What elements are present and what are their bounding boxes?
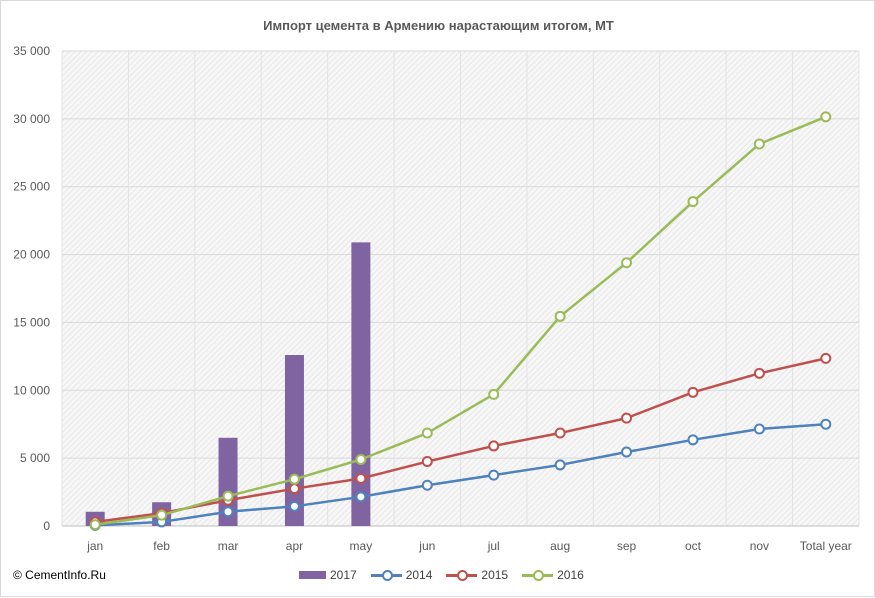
point-2016-mar [222, 490, 234, 502]
point-2016-jul [488, 388, 500, 400]
point-2014-Total year [820, 418, 832, 430]
point-2014-aug [554, 459, 566, 471]
point-2016-nov [753, 138, 765, 150]
y-tick-label: 0 [43, 519, 50, 533]
point-2016-sep [621, 257, 633, 269]
legend-swatch [522, 569, 554, 581]
x-tick-label: sep [617, 539, 637, 553]
x-tick-label: may [350, 539, 373, 553]
bar-2017-apr [284, 355, 304, 526]
point-2014-jul [488, 469, 500, 481]
x-tick-label: apr [286, 539, 303, 553]
point-2014-oct [687, 434, 699, 446]
point-2015-sep [621, 412, 633, 424]
point-2016-Total year [820, 111, 832, 123]
x-tick-label: jul [487, 539, 500, 553]
copyright-text: © CementInfo.Ru [13, 568, 106, 582]
legend-entry-2014: 2014 [370, 568, 433, 582]
y-tick-label: 5 000 [20, 451, 50, 465]
point-2014-sep [621, 446, 633, 458]
point-2015-jun [421, 456, 433, 468]
point-2016-apr [288, 473, 300, 485]
chart-title: Импорт цемента в Армению нарастающим ито… [263, 18, 614, 33]
y-tick-label: 30 000 [13, 112, 50, 126]
bar-2017-mar [218, 437, 238, 526]
point-2015-oct [687, 386, 699, 398]
point-2014-may [355, 491, 367, 503]
point-2014-nov [753, 423, 765, 435]
point-2015-jul [488, 440, 500, 452]
point-2015-may [355, 473, 367, 484]
legend-label: 2017 [330, 568, 357, 582]
x-tick-label: nov [750, 539, 769, 553]
series-line-2016 [95, 115, 827, 526]
point-2016-may [355, 454, 367, 465]
legend-swatch [446, 569, 478, 581]
legend-label: 2016 [557, 568, 584, 582]
legend-swatch [370, 569, 402, 581]
x-tick-label: jun [418, 539, 435, 553]
point-2016-jan [89, 519, 101, 531]
point-2016-aug [554, 310, 566, 322]
legend-label: 2015 [481, 568, 509, 582]
legend-entry-2015: 2015 [446, 568, 508, 582]
point-2014-jun [421, 479, 433, 491]
legend-entry-2016: 2016 [522, 568, 584, 582]
chart-legend: 2017 2014 2015 2016 [299, 567, 598, 583]
legend-label: 2014 [405, 568, 433, 582]
point-2016-feb [156, 509, 168, 521]
series-line-2015 [95, 357, 827, 524]
point-2014-mar [222, 506, 234, 518]
point-2014-apr [288, 500, 300, 512]
point-2015-aug [554, 427, 566, 439]
bar-2017-may [351, 242, 371, 526]
x-tick-label: Total year [800, 539, 852, 553]
x-tick-label: mar [218, 539, 239, 553]
point-2016-oct [687, 196, 699, 208]
y-tick-label: 25 000 [13, 180, 50, 194]
point-2015-apr [288, 483, 300, 495]
legend-entry-2017: 2017 [299, 568, 357, 582]
y-tick-label: 35 000 [13, 44, 50, 58]
x-tick-label: feb [153, 539, 170, 553]
point-2015-nov [753, 367, 765, 379]
y-tick-label: 15 000 [13, 315, 50, 329]
x-tick-label: jan [86, 539, 103, 553]
series-line-2014 [95, 422, 826, 527]
x-tick-label: aug [550, 539, 570, 553]
point-2015-Total year [820, 352, 832, 364]
y-tick-label: 10 000 [13, 383, 50, 397]
x-tick-label: oct [685, 539, 702, 553]
point-2016-jun [421, 427, 433, 439]
y-tick-label: 20 000 [13, 248, 50, 262]
legend-swatch [299, 571, 326, 579]
